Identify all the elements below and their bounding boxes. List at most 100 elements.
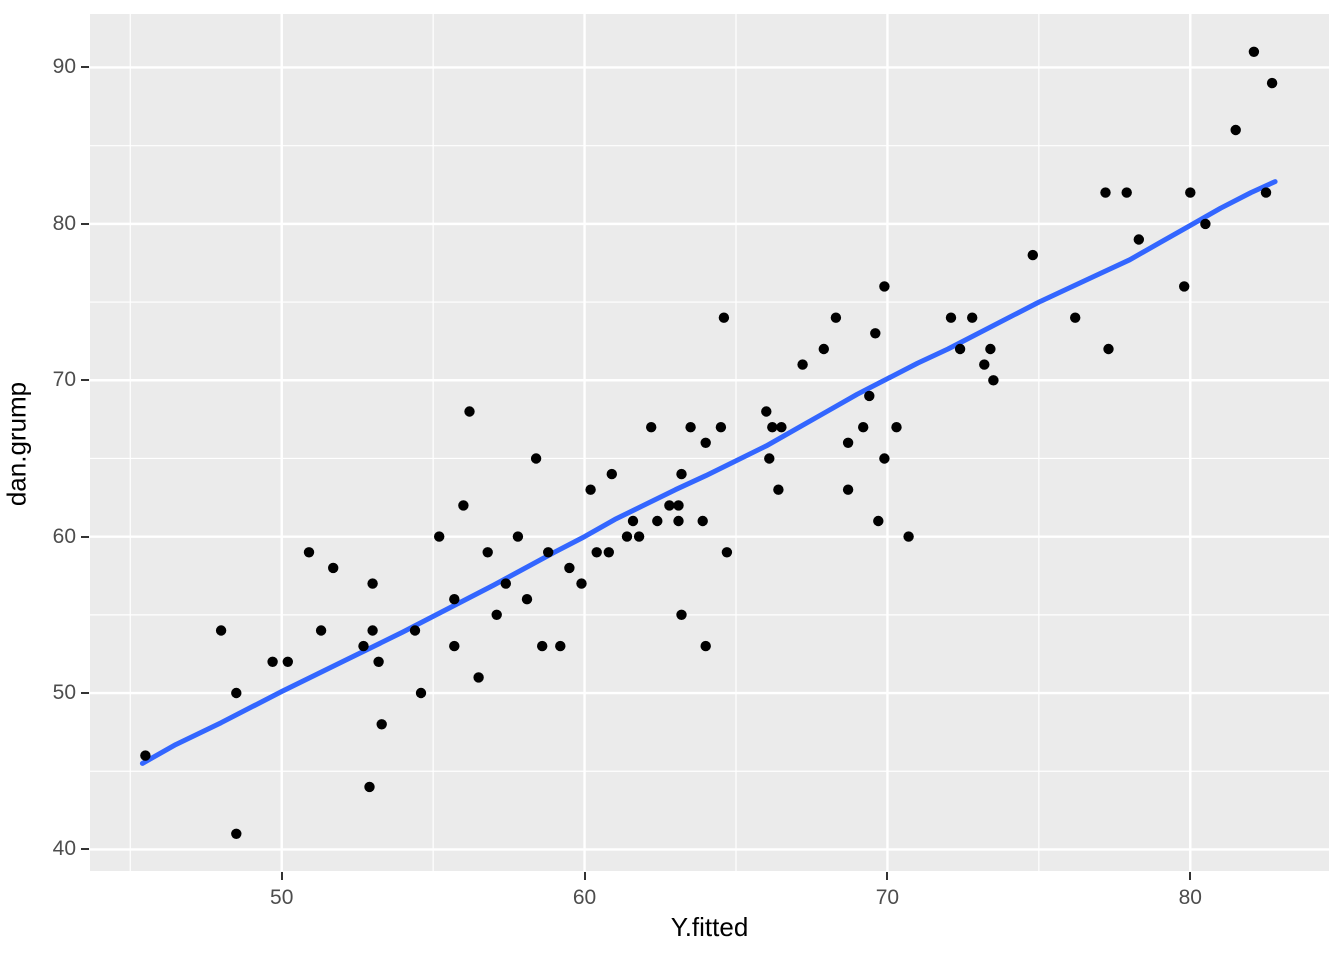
data-point [537, 640, 548, 652]
data-point [473, 672, 484, 683]
data-point [873, 515, 884, 527]
data-point [449, 640, 460, 652]
data-point [449, 594, 460, 605]
data-point [367, 578, 378, 589]
data-point [879, 281, 890, 292]
data-point [564, 562, 575, 574]
data-point [231, 828, 242, 839]
y-axis-tick-mark [81, 379, 89, 382]
data-point [676, 468, 687, 480]
data-point [700, 437, 711, 448]
data-point [543, 547, 554, 558]
data-point [673, 515, 684, 527]
y-axis-tick-mark [81, 66, 89, 69]
data-point [140, 750, 151, 761]
data-point [373, 656, 384, 667]
data-point [767, 422, 778, 433]
x-axis-tick-mark [583, 872, 586, 880]
y-axis-tick-mark [81, 692, 89, 695]
data-point [585, 484, 596, 495]
y-axis-title: dan.grump [1, 381, 32, 507]
data-point [1248, 46, 1260, 57]
data-point [315, 625, 327, 636]
x-axis-tick-mark [280, 872, 283, 880]
data-point [858, 422, 869, 433]
x-axis-tick-label: 50 [270, 886, 294, 909]
x-axis-tick-mark [1189, 872, 1192, 880]
data-point [1027, 249, 1038, 261]
data-point [328, 562, 339, 574]
data-point [267, 656, 278, 667]
data-point [303, 547, 315, 558]
data-point [358, 640, 369, 652]
x-axis-tick-label: 70 [875, 886, 900, 909]
data-point [797, 359, 808, 370]
data-point [676, 609, 687, 620]
x-axis-title: Y.fitted [670, 912, 749, 942]
x-axis-tick-label: 80 [1178, 886, 1202, 909]
data-point [776, 422, 787, 433]
data-point [718, 312, 730, 323]
y-axis-tick-label: 40 [52, 837, 76, 861]
data-point [721, 547, 733, 558]
data-point [1230, 124, 1241, 136]
regression-smooth-line [139, 179, 1278, 766]
data-point [521, 594, 533, 605]
data-point [282, 656, 293, 667]
plot-panel [90, 14, 1329, 871]
data-point [1121, 187, 1132, 198]
data-point [842, 437, 854, 448]
data-point [434, 531, 445, 542]
data-point [364, 781, 375, 793]
data-point [376, 719, 387, 730]
data-point [715, 422, 727, 433]
data-point [1200, 218, 1211, 230]
y-axis-tick-label: 50 [52, 681, 76, 705]
y-axis-tick-label: 90 [52, 55, 76, 79]
data-point [606, 468, 617, 480]
data-point [491, 609, 502, 620]
data-point [830, 312, 842, 323]
data-point [215, 625, 227, 636]
data-point [870, 328, 881, 339]
data-point [673, 500, 684, 511]
data-point [555, 640, 566, 652]
data-point [512, 531, 524, 542]
data-point [1070, 312, 1081, 323]
data-point [764, 453, 775, 464]
y-axis-tick-label: 60 [52, 524, 76, 548]
data-point [697, 515, 708, 527]
data-point [633, 531, 645, 542]
data-point [482, 547, 493, 558]
data-point [530, 453, 542, 464]
data-point [664, 500, 675, 511]
y-axis-tick-mark [81, 535, 89, 538]
data-point [685, 422, 696, 433]
data-point [1100, 187, 1111, 198]
data-point [818, 343, 829, 355]
data-point [415, 687, 427, 699]
x-axis-tick-mark [886, 872, 889, 880]
x-axis-tick-label: 60 [572, 886, 597, 909]
data-point [603, 547, 614, 558]
data-point [367, 625, 378, 636]
data-point [954, 343, 966, 355]
data-point [231, 687, 242, 699]
data-point [458, 500, 469, 511]
data-point [500, 578, 511, 589]
data-point [842, 484, 854, 495]
data-point [1103, 343, 1114, 355]
data-point [621, 531, 633, 542]
data-point [979, 359, 990, 370]
data-point [967, 312, 978, 323]
y-axis-tick-label: 80 [52, 211, 76, 235]
data-point [879, 453, 890, 464]
y-axis-tick-mark [81, 222, 89, 225]
data-point [652, 515, 663, 527]
data-point [576, 578, 587, 589]
data-point [627, 515, 639, 527]
data-point [988, 375, 999, 386]
y-axis-tick-label: 70 [52, 368, 76, 392]
data-point [464, 406, 475, 417]
